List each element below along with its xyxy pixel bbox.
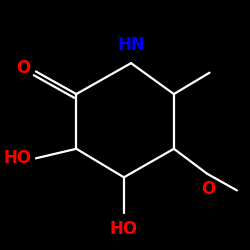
Text: HO: HO bbox=[3, 149, 31, 167]
Text: O: O bbox=[201, 180, 216, 198]
Text: O: O bbox=[16, 59, 30, 77]
Text: HN: HN bbox=[117, 36, 145, 54]
Text: HO: HO bbox=[110, 220, 138, 238]
